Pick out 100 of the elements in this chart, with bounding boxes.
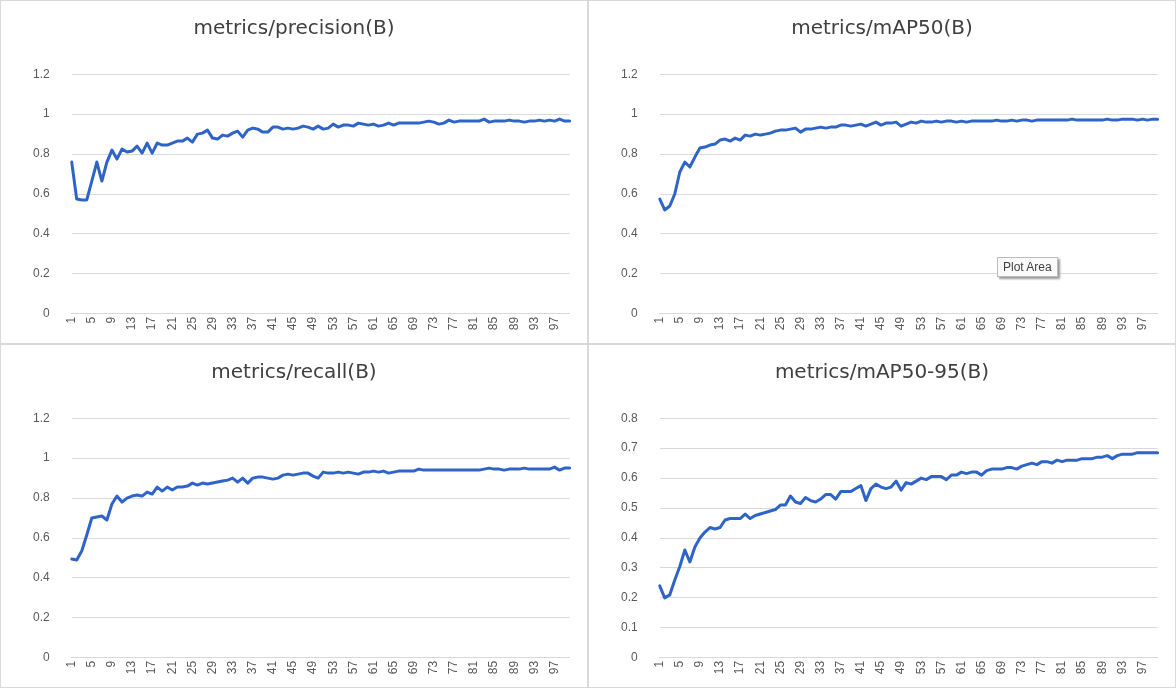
x-tick-label: 29 (792, 316, 807, 331)
x-tick-label: 89 (506, 316, 521, 331)
x-tick-label: 21 (164, 660, 179, 675)
x-tick-label: 93 (1114, 660, 1129, 675)
x-tick-label: 69 (406, 316, 420, 331)
x-tick-label: 13 (124, 660, 139, 675)
y-tick-label: 0.4 (32, 570, 50, 585)
x-tick-label: 97 (546, 660, 561, 675)
x-tick-label: 49 (893, 660, 908, 675)
y-tick-label: 1 (630, 106, 638, 121)
x-tick-label: 41 (853, 660, 868, 675)
x-tick-label: 1 (651, 316, 666, 324)
y-tick-label: 0.3 (620, 560, 638, 575)
y-tick-label: 0 (630, 306, 638, 321)
x-tick-label: 29 (792, 660, 807, 675)
x-tick-label: 17 (144, 660, 159, 675)
y-tick-label: 0.2 (620, 590, 638, 605)
y-tick-label: 1 (42, 106, 50, 121)
y-tick-label: 0.2 (32, 610, 50, 625)
x-tick-label: 5 (672, 660, 687, 668)
y-tick-label: 1.2 (620, 66, 638, 81)
x-tick-label: 57 (345, 660, 360, 675)
x-tick-label: 17 (144, 316, 159, 331)
x-tick-label: 17 (732, 660, 747, 675)
x-tick-label: 9 (104, 660, 119, 668)
x-tick-label: 69 (406, 660, 420, 675)
x-tick-label: 97 (1134, 660, 1149, 675)
x-tick-label: 93 (526, 660, 541, 675)
y-tick-label: 0.8 (620, 410, 638, 425)
x-tick-label: 69 (994, 316, 1008, 331)
x-tick-label: 25 (184, 316, 199, 331)
x-tick-label: 13 (124, 316, 139, 331)
x-tick-label: 61 (953, 316, 968, 331)
y-tick-label: 0.6 (620, 470, 638, 485)
y-tick-label: 0.8 (620, 146, 638, 161)
y-tick-label: 0.4 (32, 226, 50, 241)
y-tick-label: 0.7 (620, 440, 638, 455)
x-tick-label: 29 (204, 660, 219, 675)
x-tick-label: 49 (893, 316, 908, 331)
x-tick-label: 37 (245, 660, 260, 675)
x-tick-label: 77 (446, 660, 461, 675)
x-tick-label: 53 (913, 316, 928, 331)
x-tick-label: 89 (506, 660, 521, 675)
x-tick-label: 25 (772, 316, 787, 331)
x-tick-label: 9 (692, 316, 707, 324)
x-tick-label: 37 (245, 316, 260, 331)
x-tick-label: 9 (692, 660, 707, 668)
x-tick-label: 81 (466, 660, 481, 675)
x-tick-label: 49 (305, 316, 320, 331)
x-tick-label: 13 (712, 316, 727, 331)
x-tick-label: 45 (285, 316, 300, 331)
x-tick-label: 57 (933, 660, 948, 675)
x-tick-label: 1 (63, 316, 78, 324)
x-tick-label: 13 (712, 660, 727, 675)
y-tick-label: 0.6 (32, 530, 50, 545)
x-tick-label: 97 (1134, 316, 1149, 331)
x-tick-label: 65 (973, 660, 988, 675)
x-tick-label: 61 (365, 660, 380, 675)
x-tick-label: 41 (265, 316, 280, 331)
x-tick-label: 73 (1014, 316, 1029, 331)
y-tick-label: 0.8 (32, 146, 50, 161)
chart-title: metrics/precision(B) (192, 15, 396, 39)
x-tick-label: 1 (651, 660, 666, 668)
y-tick-label: 0.2 (32, 266, 50, 281)
x-tick-label: 93 (1114, 316, 1129, 331)
x-tick-label: 29 (204, 316, 219, 331)
y-tick-label: 0.6 (32, 186, 50, 201)
x-tick-label: 33 (812, 660, 827, 675)
y-tick-label: 0.8 (32, 490, 50, 505)
x-tick-label: 33 (224, 316, 239, 331)
x-tick-label: 89 (1094, 316, 1109, 331)
x-tick-label: 65 (385, 316, 400, 331)
x-tick-label: 85 (1074, 316, 1089, 331)
y-tick-label: 0.2 (620, 266, 638, 281)
x-tick-label: 89 (1094, 660, 1109, 675)
x-tick-label: 85 (486, 316, 501, 331)
x-tick-label: 77 (1034, 660, 1049, 675)
x-tick-label: 45 (873, 660, 888, 675)
x-tick-label: 69 (994, 660, 1008, 675)
x-tick-label: 21 (752, 660, 767, 675)
x-tick-label: 73 (426, 316, 441, 331)
x-tick-label: 81 (466, 316, 481, 331)
x-tick-label: 61 (953, 660, 968, 675)
x-tick-label: 77 (1034, 316, 1049, 331)
x-tick-label: 41 (265, 660, 280, 675)
x-tick-label: 73 (1014, 660, 1029, 675)
x-tick-label: 85 (1074, 660, 1089, 675)
y-tick-label: 0 (630, 650, 638, 665)
y-tick-label: 0.5 (620, 500, 638, 515)
x-tick-label: 61 (365, 316, 380, 331)
x-tick-label: 49 (305, 660, 320, 675)
chart-title: metrics/mAP50-95(B) (773, 359, 991, 383)
x-tick-label: 85 (486, 660, 501, 675)
y-tick-label: 1 (42, 450, 50, 465)
x-tick-label: 57 (933, 316, 948, 331)
x-tick-label: 45 (873, 316, 888, 331)
x-tick-label: 93 (526, 316, 541, 331)
y-tick-label: 1.2 (32, 410, 50, 425)
annotation: Plot Area (997, 257, 1058, 277)
x-tick-label: 45 (285, 660, 300, 675)
